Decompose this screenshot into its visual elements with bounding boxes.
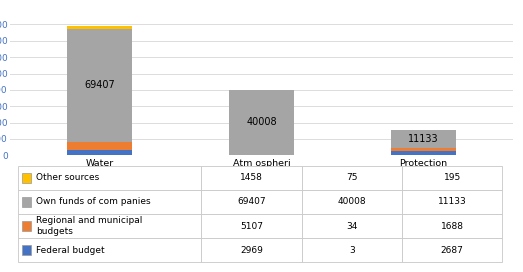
Bar	[18, 190, 201, 214]
Text: 5107: 5107	[240, 222, 263, 231]
Text: Own funds of com panies: Own funds of com panies	[36, 197, 151, 206]
Bar	[302, 166, 402, 190]
Bar	[67, 26, 132, 29]
Text: 40008: 40008	[246, 118, 277, 128]
Text: 11133: 11133	[438, 197, 467, 206]
Text: Regional and municipal
budgets: Regional and municipal budgets	[36, 217, 142, 236]
Bar	[229, 90, 294, 155]
Bar	[402, 166, 503, 190]
Bar	[201, 166, 302, 190]
Text: 40008: 40008	[337, 197, 366, 206]
Bar	[22, 197, 31, 207]
Bar	[302, 238, 402, 262]
Bar	[201, 214, 302, 238]
Bar	[302, 190, 402, 214]
Bar	[22, 245, 31, 255]
Bar	[391, 151, 456, 155]
Bar	[18, 166, 201, 190]
Bar	[402, 214, 503, 238]
Text: Other sources: Other sources	[36, 173, 99, 182]
Bar	[67, 142, 132, 150]
Text: 75: 75	[346, 173, 358, 182]
Bar	[302, 214, 402, 238]
Text: 195: 195	[444, 173, 461, 182]
Text: 11133: 11133	[408, 134, 439, 144]
Bar	[402, 238, 503, 262]
Bar	[22, 173, 31, 183]
Bar	[391, 148, 456, 151]
Bar	[22, 221, 31, 231]
Bar	[201, 238, 302, 262]
Text: 34: 34	[346, 222, 358, 231]
Text: 69407: 69407	[84, 80, 115, 90]
Text: 2969: 2969	[240, 246, 263, 255]
Text: 2687: 2687	[441, 246, 464, 255]
Bar	[18, 238, 201, 262]
Bar	[18, 214, 201, 238]
Text: 69407: 69407	[237, 197, 266, 206]
Text: 1458: 1458	[240, 173, 263, 182]
Bar	[67, 150, 132, 155]
Text: Federal budget: Federal budget	[36, 246, 105, 255]
Text: 3: 3	[349, 246, 355, 255]
Text: 1688: 1688	[441, 222, 464, 231]
Bar	[402, 190, 503, 214]
Bar	[391, 129, 456, 130]
Bar	[201, 190, 302, 214]
Bar	[67, 29, 132, 142]
Bar	[391, 130, 456, 148]
